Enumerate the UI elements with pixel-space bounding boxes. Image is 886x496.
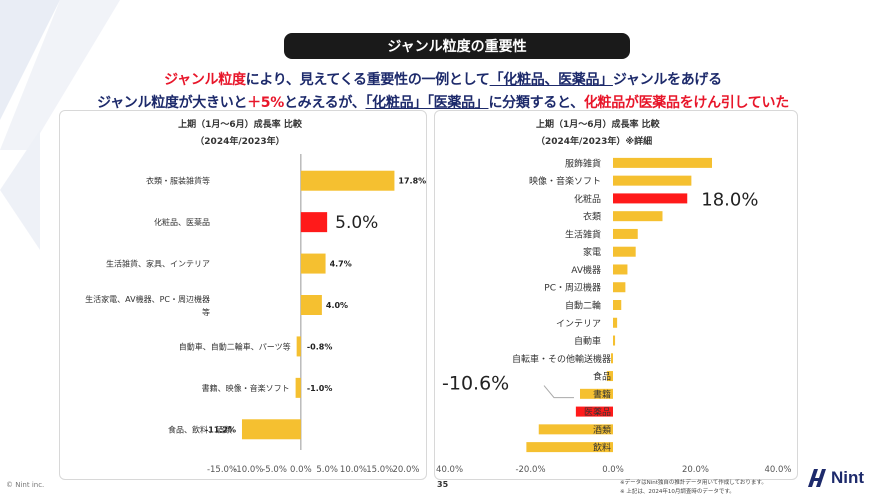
category-label: 映像・音楽ソフト: [529, 175, 601, 187]
source-note: ※データはNint独自の推計データ用いて作成しております。: [620, 480, 767, 486]
chart-title: 上期（1月～6月）成長率 比較: [536, 118, 661, 130]
category-label: 生活雑貨: [565, 228, 601, 240]
category-label: 書籍、映像・音楽ソフト: [202, 383, 290, 393]
category-label: 医薬品: [584, 406, 611, 418]
x-tick-label: 15.0%: [366, 465, 393, 475]
category-label: 自動車、自動二輪車、パーツ等: [179, 341, 291, 351]
x-tick-label: -5.0%: [262, 465, 287, 475]
category-label: 衣類: [583, 211, 601, 223]
bar: [300, 295, 322, 315]
headline-line-1: ジャンル粒度により、見えてくる重要性の一例として「化粧品、医薬品」ジャンルをあげ…: [164, 72, 722, 88]
bar: [613, 211, 663, 222]
bar: [613, 264, 628, 275]
bar: [575, 406, 613, 417]
category-label: AV機器: [571, 264, 601, 276]
category-label: 食品: [593, 371, 611, 383]
bar: [606, 371, 613, 382]
x-tick-label: -40.0%: [436, 465, 463, 475]
category-label: 自動二輪: [565, 300, 601, 312]
x-tick-label: -20.0%: [515, 465, 545, 475]
bar: [613, 246, 636, 257]
bar: [295, 377, 301, 398]
category-label: 酒類: [593, 425, 611, 436]
nint-logo-text: Nint: [831, 468, 865, 487]
bar: [613, 300, 622, 310]
category-label: PC・周辺機器: [544, 282, 601, 294]
highlight-value-label: 18.0%: [701, 189, 758, 210]
value-label: -1.0%: [307, 384, 333, 393]
value-label: 4.0%: [326, 301, 348, 310]
category-label: 飲料: [593, 442, 611, 454]
bar: [613, 175, 692, 186]
page-title: ジャンル粒度の重要性: [284, 33, 630, 59]
bar: [538, 424, 613, 435]
x-tick-label: 0.0%: [602, 465, 624, 475]
bar: [613, 335, 616, 346]
annotation-leader-line: [543, 385, 574, 399]
copyright: © Nint inc.: [6, 481, 45, 489]
x-tick-label: 0.0%: [290, 465, 312, 475]
value-label: -0.8%: [307, 342, 333, 351]
detailed-growth-chart: 上期（1月～6月）成長率 比較 （2024年/2023年）※詳細服飾雑貨映像・音楽…: [436, 118, 792, 475]
category-label: 服飾雑貨: [565, 157, 601, 169]
bar: [613, 157, 712, 168]
x-tick-label: -15.0%: [207, 465, 237, 475]
category-label: 自転車・その他輸送機器: [512, 353, 611, 365]
category-label: 自動車: [574, 335, 601, 347]
bar: [580, 388, 613, 399]
bar: [300, 212, 328, 233]
x-tick-label: 20.0%: [392, 465, 419, 475]
value-label: 17.8%: [398, 177, 426, 186]
category-label: 食品、飲料、酒類: [168, 424, 232, 434]
x-tick-label: 10.0%: [340, 465, 367, 475]
x-tick-label: 40.0%: [764, 465, 791, 475]
bar: [296, 336, 301, 357]
nint-logo: Nint: [808, 468, 864, 488]
highlight-value-label: -10.6%: [442, 373, 509, 395]
bar: [613, 282, 626, 293]
category-label: 化粧品: [574, 193, 601, 205]
value-label: -11.2%: [205, 425, 236, 434]
bar: [241, 419, 301, 440]
bar: [300, 170, 395, 191]
x-tick-label: 5.0%: [316, 465, 338, 475]
right-chart-panel: [434, 110, 798, 480]
category-label: 化粧品、医薬品: [154, 217, 210, 227]
bar: [613, 317, 618, 328]
category-label: 書籍: [593, 388, 611, 400]
category-label: 等: [202, 307, 210, 317]
bar: [613, 193, 688, 204]
page-number: 35: [437, 480, 449, 489]
chart-subtitle: （2024年/2023年）※詳細: [536, 135, 652, 147]
category-label: 家電: [583, 246, 601, 258]
headline-line-2: ジャンル粒度が大きいと＋5%とみえるが、「化粧品」「医薬品」に分類すると、化粧品…: [97, 95, 789, 111]
value-label: 5.0%: [335, 213, 378, 233]
bar: [300, 253, 326, 274]
bar: [526, 442, 613, 453]
category-growth-chart: 上期（1月～6月）成長率 比較 （2024年/2023年） 衣類・服装雑貨等 17.8…: [85, 118, 426, 475]
category-label: 衣類・服装雑貨等: [146, 176, 210, 186]
nint-logo-icon: [808, 469, 826, 487]
category-label: 生活家電、AV機器、PC・周辺機器: [85, 294, 210, 304]
chart-title: 上期（1月～6月）成長率 比較: [178, 118, 303, 130]
value-label: 4.7%: [330, 260, 352, 269]
bar: [610, 353, 613, 364]
chart-subtitle: （2024年/2023年）: [195, 135, 284, 147]
survey-note: ※ 上記は、2024年10月調査時のデータです。: [620, 489, 735, 495]
x-tick-label: -10.0%: [233, 465, 263, 475]
bar: [613, 228, 638, 239]
category-label: 生活雑貨、家具、インテリア: [106, 259, 210, 269]
category-label: インテリア: [556, 318, 601, 329]
x-tick-label: 20.0%: [682, 465, 709, 475]
